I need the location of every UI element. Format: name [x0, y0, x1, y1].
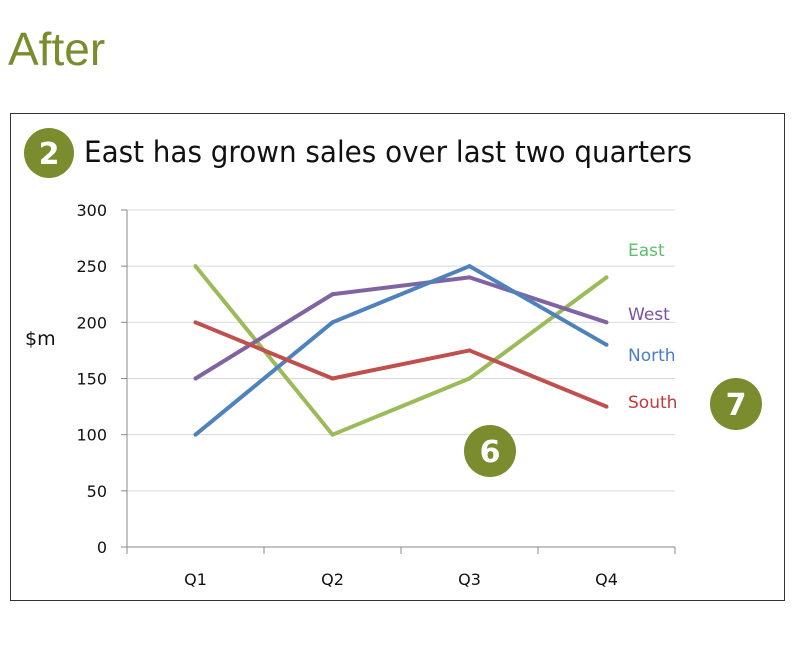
y-tick-label: 100 [76, 426, 107, 445]
data-point-west [193, 376, 198, 381]
data-point-south [193, 320, 198, 325]
data-point-east [330, 432, 335, 437]
badge-7: 7 [710, 378, 762, 430]
y-tick-label: 250 [76, 257, 107, 276]
data-point-south [467, 348, 472, 353]
data-point-east [467, 376, 472, 381]
y-tick-label: 300 [76, 201, 107, 220]
data-point-north [193, 432, 198, 437]
y-tick-label: 0 [97, 538, 107, 557]
y-tick-label: 150 [76, 370, 107, 389]
svg-text:2: 2 [39, 137, 60, 172]
data-point-north [330, 320, 335, 325]
data-point-south [330, 376, 335, 381]
series-label-west: West [628, 305, 670, 325]
chart-title: East has grown sales over last two quart… [84, 135, 692, 169]
badge-2: 2 [24, 128, 74, 178]
x-tick-label: Q3 [458, 570, 481, 589]
data-point-north [604, 342, 609, 347]
x-tick-label: Q4 [595, 570, 618, 589]
data-point-north [467, 264, 472, 269]
data-point-west [467, 275, 472, 280]
series-label-east: East [628, 241, 665, 261]
y-tick-label: 50 [87, 482, 107, 501]
svg-text:7: 7 [726, 388, 747, 423]
badge-6: 6 [464, 425, 516, 477]
data-point-west [330, 292, 335, 297]
y-axis-label: $m [25, 328, 56, 350]
x-tick-label: Q1 [184, 570, 207, 589]
data-point-east [193, 264, 198, 269]
series-line-east [193, 264, 608, 437]
series-label-north: North [628, 346, 676, 366]
series-line-south [194, 320, 608, 409]
data-point-east [604, 275, 609, 280]
series-line-north [194, 264, 608, 437]
data-point-west [604, 320, 609, 325]
chart-frame [10, 113, 785, 601]
data-point-south [604, 404, 609, 409]
series-label-south: South [628, 393, 677, 413]
x-tick-label: Q2 [321, 570, 344, 589]
series-line-west [194, 275, 608, 381]
y-tick-label: 200 [76, 313, 107, 332]
page-heading: After [8, 23, 106, 75]
svg-text:6: 6 [480, 435, 501, 470]
